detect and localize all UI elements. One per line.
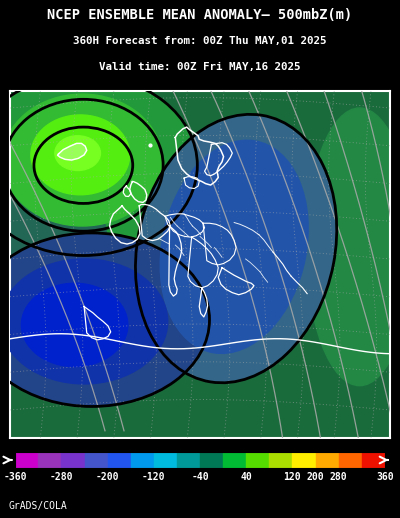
Bar [62, 452, 84, 468]
Text: Valid time: 00Z Fri MAY,16 2025: Valid time: 00Z Fri MAY,16 2025 [99, 62, 301, 71]
Ellipse shape [306, 108, 400, 385]
Bar [131, 452, 154, 468]
Polygon shape [58, 143, 87, 160]
Text: 280: 280 [330, 472, 348, 482]
Text: GrADS/COLA: GrADS/COLA [9, 501, 68, 511]
Ellipse shape [55, 136, 100, 170]
Text: -200: -200 [96, 472, 119, 482]
Bar [223, 452, 246, 468]
Bar [292, 452, 316, 468]
Ellipse shape [0, 75, 198, 255]
Bar [15, 452, 38, 468]
Text: 360: 360 [376, 472, 394, 482]
Bar [200, 452, 223, 468]
Text: -360: -360 [4, 472, 27, 482]
Bar [338, 452, 362, 468]
Bar [177, 452, 200, 468]
Text: NCEP ENSEMBLE MEAN ANOMALY– 500mbZ(m): NCEP ENSEMBLE MEAN ANOMALY– 500mbZ(m) [47, 7, 353, 22]
Bar [38, 452, 62, 468]
Ellipse shape [0, 233, 210, 407]
Text: -280: -280 [50, 472, 73, 482]
Ellipse shape [136, 114, 337, 383]
Text: -40: -40 [191, 472, 209, 482]
Bar [316, 452, 338, 468]
Text: 120: 120 [284, 472, 301, 482]
Text: 40: 40 [240, 472, 252, 482]
Ellipse shape [2, 94, 162, 226]
Bar [84, 452, 108, 468]
Bar [108, 452, 131, 468]
Ellipse shape [0, 259, 168, 384]
Text: 200: 200 [307, 472, 324, 482]
Text: -120: -120 [142, 472, 166, 482]
Ellipse shape [22, 283, 128, 367]
Bar [154, 452, 177, 468]
Ellipse shape [0, 165, 107, 322]
Bar [362, 452, 385, 468]
Ellipse shape [31, 115, 130, 195]
Ellipse shape [160, 140, 308, 353]
Bar [246, 452, 269, 468]
Text: 360H Forecast from: 00Z Thu MAY,01 2025: 360H Forecast from: 00Z Thu MAY,01 2025 [73, 36, 327, 46]
Bar [269, 452, 292, 468]
